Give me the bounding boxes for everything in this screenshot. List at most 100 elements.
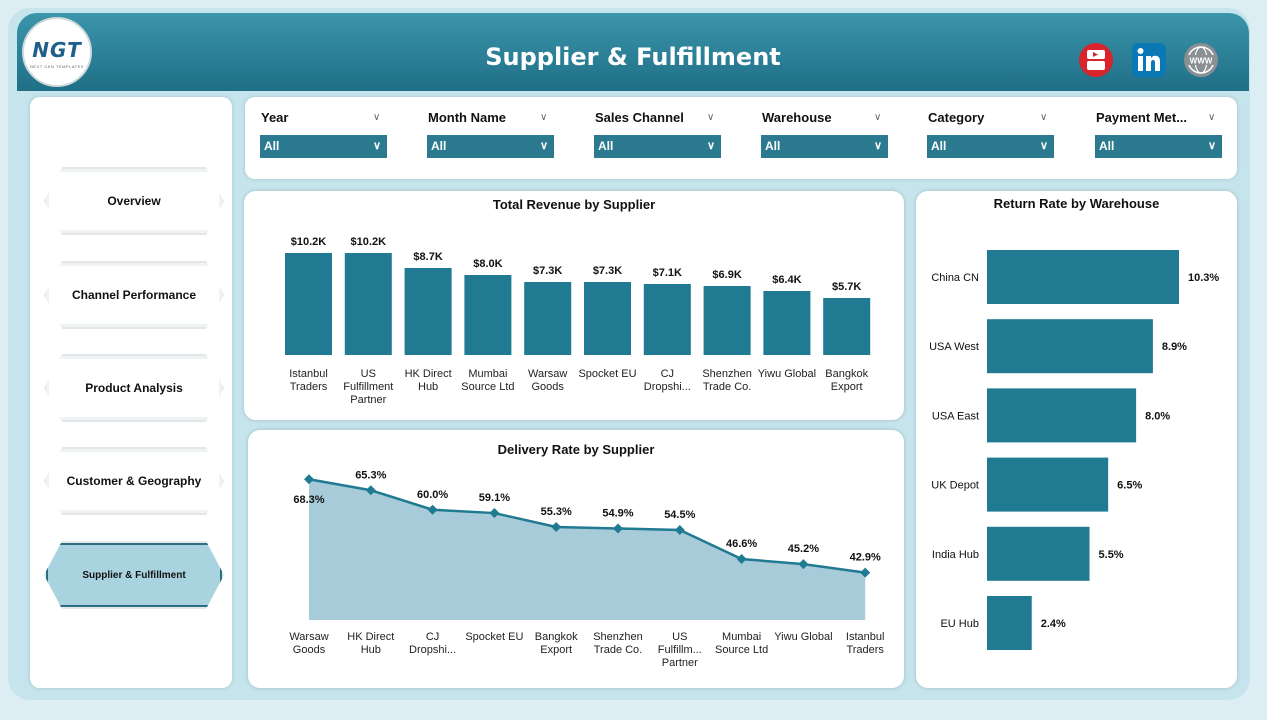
delivery-data-label: 46.6%	[726, 538, 757, 550]
revenue-bar	[643, 284, 691, 355]
delivery-data-label: 68.3%	[293, 494, 324, 506]
revenue-category-label: US Fulfillment Partner	[343, 368, 393, 406]
return-bar	[987, 457, 1109, 512]
revenue-category-label: HK Direct Hub	[405, 368, 452, 393]
revenue-bar	[464, 275, 512, 355]
chevron-down-icon: ∨	[873, 140, 882, 152]
revenue-category-label: CJ Dropshi...	[644, 368, 691, 393]
revenue-category-label: Bangkok Export	[825, 368, 868, 393]
website-globe-icon[interactable]: WWW	[1183, 42, 1219, 78]
return-chart: China CN 10.3% USA West 8.9% USA East 8.0% UK …	[929, 250, 1219, 650]
delivery-data-label: 59.1%	[479, 492, 510, 504]
delivery-category-label: Istanbul Traders	[846, 631, 885, 656]
filter-label: Category	[928, 110, 985, 125]
revenue-chart-title: Total Revenue by Supplier	[492, 197, 656, 212]
logo-text: NGT	[32, 38, 82, 62]
linkedin-icon[interactable]	[1131, 42, 1167, 78]
delivery-point	[860, 567, 871, 578]
delivery-point	[736, 553, 747, 564]
return-data-label: 10.3%	[1188, 272, 1219, 284]
filter-collapse-chevron-icon[interactable]: ∨	[874, 112, 882, 123]
chevron-down-icon: ∨	[1207, 140, 1216, 152]
filter-value: All	[931, 139, 947, 153]
revenue-chart: $10.2K Istanbul Traders $10.2K US Fulfillment…	[285, 236, 871, 406]
filter-dropdown[interactable]: All ∨	[761, 135, 888, 158]
revenue-data-label: $6.9K	[712, 269, 741, 281]
revenue-data-label: $10.2K	[351, 236, 387, 248]
delivery-point	[489, 508, 500, 519]
return-category-label: USA West	[929, 341, 979, 353]
delivery-category-label: US Fulfillm... Partner	[658, 631, 702, 669]
filter-label: Payment Met...	[1096, 110, 1188, 125]
delivery-category-label: Mumbai Source Ltd	[715, 631, 768, 656]
filter-collapse-chevron-icon[interactable]: ∨	[373, 112, 381, 123]
filter-dropdown[interactable]: All ∨	[1095, 135, 1222, 158]
revenue-bar	[524, 282, 572, 355]
revenue-category-label: Istanbul Traders	[289, 368, 328, 393]
filter-dropdown[interactable]: All ∨	[427, 135, 554, 158]
revenue-bar	[823, 298, 871, 355]
revenue-bar	[584, 282, 631, 355]
revenue-data-label: $5.7K	[832, 281, 861, 293]
filter-collapse-chevron-icon[interactable]: ∨	[707, 112, 715, 123]
revenue-bar	[703, 286, 751, 355]
revenue-data-label: $10.2K	[291, 236, 327, 248]
delivery-category-label: CJ Dropshi...	[409, 631, 456, 656]
return-data-label: 2.4%	[1041, 618, 1066, 630]
delivery-data-label: 42.9%	[850, 552, 881, 564]
filter-collapse-chevron-icon[interactable]: ∨	[1208, 112, 1216, 123]
return-bar	[987, 596, 1032, 650]
filter-dropdown[interactable]: All ∨	[260, 135, 387, 158]
revenue-bar	[763, 291, 811, 355]
filter-value: All	[598, 139, 614, 153]
filter-label: Year	[261, 110, 289, 125]
revenue-category-label: Yiwu Global	[758, 368, 816, 380]
return-bar	[987, 388, 1137, 443]
delivery-data-label: 45.2%	[788, 543, 819, 555]
revenue-bar	[344, 253, 392, 355]
revenue-category-label: Mumbai Source Ltd	[461, 368, 514, 393]
delivery-chart-title: Delivery Rate by Supplier	[497, 442, 655, 457]
chevron-down-icon: ∨	[706, 140, 715, 152]
filter-dropdown[interactable]: All ∨	[927, 135, 1054, 158]
revenue-category-label: Shenzhen Trade Co.	[702, 368, 752, 393]
logo-subtext: NEXT GEN TEMPLATES	[30, 64, 84, 69]
nav-overview[interactable]: Overview	[44, 167, 224, 235]
chevron-down-icon: ∨	[539, 140, 548, 152]
nav-customer-geography[interactable]: Customer & Geography	[44, 447, 224, 515]
return-data-label: 8.9%	[1162, 341, 1187, 353]
delivery-point	[427, 504, 438, 515]
youtube-icon[interactable]	[1078, 42, 1114, 78]
revenue-data-label: $6.4K	[772, 274, 801, 286]
chevron-down-icon: ∨	[1039, 140, 1048, 152]
nav-channel-performance[interactable]: Channel Performance	[44, 261, 224, 329]
return-category-label: India Hub	[932, 549, 979, 561]
delivery-category-label: Yiwu Global	[774, 631, 832, 643]
revenue-bar	[285, 253, 332, 355]
chevron-down-icon: ∨	[372, 140, 381, 152]
delivery-point	[798, 559, 809, 570]
return-category-label: USA East	[932, 410, 979, 422]
delivery-point	[365, 485, 376, 496]
return-chart-title: Return Rate by Warehouse	[993, 196, 1160, 211]
return-bar	[987, 319, 1153, 374]
revenue-data-label: $8.0K	[473, 258, 502, 270]
filter-bar	[245, 97, 1237, 179]
delivery-area	[309, 479, 866, 620]
logo: NGT NEXT GEN TEMPLATES	[22, 17, 92, 87]
return-category-label: UK Depot	[931, 480, 979, 492]
delivery-data-label: 55.3%	[541, 506, 572, 518]
return-bar	[987, 526, 1090, 581]
filter-collapse-chevron-icon[interactable]: ∨	[540, 112, 548, 123]
nav-product-analysis[interactable]: Product Analysis	[44, 354, 224, 422]
header-bar: Supplier & Fulfillment	[17, 13, 1249, 91]
delivery-data-label: 60.0%	[417, 489, 448, 501]
svg-text:WWW: WWW	[1190, 57, 1213, 66]
filter-dropdown[interactable]: All ∨	[594, 135, 721, 158]
delivery-chart: 68.3% Warsaw Goods 65.3% HK Direct Hub 60.0% CJ…	[289, 469, 885, 669]
filter-collapse-chevron-icon[interactable]: ∨	[1040, 112, 1048, 123]
delivery-point	[613, 523, 623, 534]
filter-label: Sales Channel	[595, 110, 684, 125]
delivery-line	[308, 478, 866, 574]
nav-supplier-fulfillment[interactable]: Supplier & Fulfillment	[44, 541, 224, 609]
